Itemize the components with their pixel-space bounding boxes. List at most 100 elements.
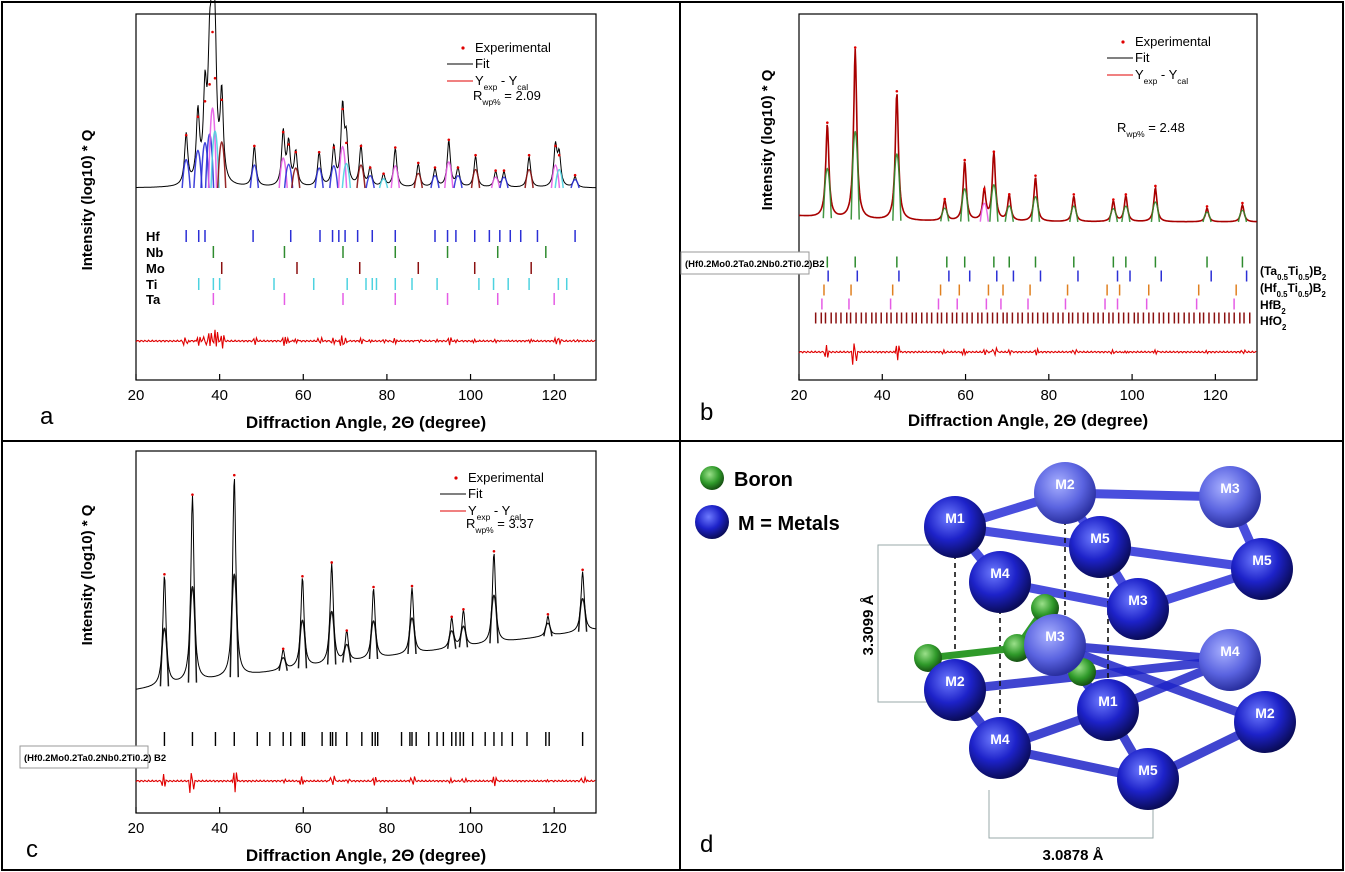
metal-atom [1107, 578, 1169, 640]
x-tick-label: 120 [542, 387, 567, 404]
legend-difference: Yexp - Ycal [468, 503, 521, 522]
peak [458, 625, 469, 648]
peak [368, 620, 379, 660]
phase-box-label: (Hf0.2Mo0.2Ta0.2Nb0.2Ti0.2) B2 [24, 753, 166, 764]
x-tick-label: 120 [1203, 387, 1228, 404]
legend-experimental-marker [454, 476, 458, 480]
rwp-value: Rwp% = 2.48 [1117, 120, 1185, 139]
metal-atom-label: M2 [945, 673, 965, 689]
legend-experimental: Experimental [468, 470, 544, 485]
x-axis-label: Diffraction Angle, 2Θ (degree) [908, 411, 1148, 430]
peak [430, 175, 440, 189]
metal-bond [1050, 640, 1270, 727]
boron-atom [914, 644, 942, 672]
experimental-point [895, 89, 899, 93]
experimental-point [330, 561, 334, 564]
experimental-point [1154, 184, 1157, 188]
experimental-point [416, 161, 420, 165]
panel-d-structure: d Boron M = Metals 3.3099 Å 3.0878 Å M3M… [695, 462, 1296, 864]
difference-line [798, 343, 1257, 365]
experimental-point [462, 607, 465, 611]
peak [550, 164, 561, 189]
peaks [798, 46, 1257, 223]
experimental-point [410, 584, 414, 588]
x-tick-label: 60 [295, 820, 312, 837]
phase-label: HfB2 [1260, 298, 1286, 316]
experimental-point [345, 629, 349, 632]
experimental-point [1007, 192, 1011, 196]
peak [499, 176, 509, 189]
a-lattice-parameter: 3.0878 Å [1043, 847, 1104, 864]
metal-atoms: M3 M4 M2 M1 M2 M4 M5 M1 M2 M3 M5 M4 M5 M3 [924, 462, 1296, 810]
metal-atom-label: M1 [1098, 693, 1118, 709]
boron-bond [927, 644, 1018, 662]
peak [210, 130, 220, 189]
difference-line [135, 772, 596, 793]
peak [356, 164, 366, 189]
x-tick-label: 80 [379, 820, 396, 837]
legend-experimental-marker [1121, 40, 1125, 44]
peak [342, 643, 352, 663]
peak [446, 630, 457, 649]
peak [850, 130, 860, 220]
metal-atom [1034, 462, 1096, 524]
peak [543, 622, 553, 637]
peak [159, 627, 170, 687]
experimental-point [281, 647, 285, 651]
phase-row-label: Nb [146, 245, 163, 260]
peak [249, 164, 260, 189]
experimental-point [527, 153, 531, 157]
peak [489, 594, 499, 644]
legend-fit: Fit [468, 486, 483, 501]
metal-atom-label: M4 [1220, 643, 1240, 659]
y-axis-label: Intensity (log10) * Q [79, 504, 96, 645]
phase-markers [814, 256, 1251, 324]
peak [444, 161, 454, 189]
rwp-value: Rwp% = 2.09 [473, 88, 541, 107]
phase-row-label: Ta [146, 292, 161, 307]
peak [1030, 196, 1041, 222]
fit-curve [135, 478, 596, 690]
metal-atom [1024, 614, 1086, 676]
phase-label: HfO2 [1260, 314, 1287, 332]
experimental-point [317, 150, 321, 154]
peak [554, 168, 564, 189]
peak [1121, 205, 1131, 223]
difference-curve [135, 329, 596, 349]
phase-row-label: Hf [146, 229, 160, 244]
legend-experimental: Experimental [1135, 34, 1211, 49]
peak [1004, 205, 1015, 222]
panel-c-chart: Intensity (log10) * Q Diffraction Angle,… [19, 450, 597, 865]
x-ticks: 20 40 60 80 100 120 [791, 374, 1228, 404]
x-tick-label: 40 [874, 387, 891, 404]
peak [378, 178, 389, 189]
peak [570, 178, 580, 189]
metal-atom-label: M2 [1055, 476, 1075, 492]
experimental-point [447, 138, 451, 142]
x-tick-label: 120 [542, 820, 567, 837]
experimental-point [557, 153, 561, 157]
experimental-point [554, 144, 557, 148]
peak [290, 167, 301, 189]
panel-b-chart: Intensity (log10) * Q Diffraction Angle,… [680, 13, 1327, 430]
difference-curve [135, 772, 596, 793]
peak [979, 202, 990, 222]
experimental-point [456, 166, 460, 169]
experimental-point [163, 572, 166, 576]
experimental-point [301, 574, 304, 578]
experimental-point [992, 150, 996, 154]
metal-atom-label: M5 [1090, 530, 1110, 546]
peak [390, 165, 401, 189]
experimental-point [294, 150, 298, 154]
x-tick-label: 100 [1120, 387, 1145, 404]
y-axis-label: Intensity (log10) * Q [759, 69, 776, 210]
experimental-point [253, 144, 256, 148]
peak [939, 207, 950, 222]
experimental-point [213, 76, 217, 80]
experimental-point [492, 550, 496, 553]
metal-atom [1117, 748, 1179, 810]
